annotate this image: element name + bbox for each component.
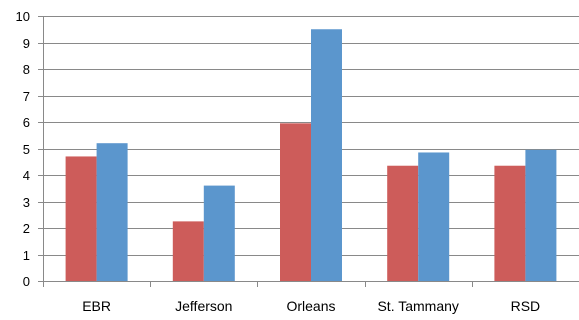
bar-rsd-series-2 xyxy=(525,150,556,281)
y-tick-label: 7 xyxy=(23,89,30,104)
y-tick-label: 0 xyxy=(23,274,30,289)
x-category-label: RSD xyxy=(511,298,541,314)
y-tick-label: 4 xyxy=(23,168,30,183)
bar-jefferson-series-1 xyxy=(173,221,204,281)
x-category-label: Orleans xyxy=(286,298,335,314)
bar-rsd-series-1 xyxy=(494,166,525,281)
bar-st-tammany-series-1 xyxy=(387,166,418,281)
y-tick-label: 3 xyxy=(23,195,30,210)
x-category-label: EBR xyxy=(82,298,111,314)
y-axis-tick-labels: 0 1 2 3 4 5 6 7 8 9 10 xyxy=(16,9,30,289)
bar-ebr-series-1 xyxy=(66,156,97,281)
y-tick-label: 10 xyxy=(16,9,30,24)
bar-orleans-series-2 xyxy=(311,29,342,281)
y-tick-label: 5 xyxy=(23,142,30,157)
y-tick-label: 9 xyxy=(23,36,30,51)
y-tick-label: 8 xyxy=(23,62,30,77)
x-axis-category-labels: EBR Jefferson Orleans St. Tammany RSD xyxy=(82,298,540,314)
y-tick-label: 2 xyxy=(23,221,30,236)
y-tick-label: 1 xyxy=(23,248,30,263)
x-category-label: St. Tammany xyxy=(377,298,458,314)
bar-orleans-series-1 xyxy=(280,123,311,281)
bar-ebr-series-2 xyxy=(97,143,128,281)
bar-jefferson-series-2 xyxy=(204,186,235,281)
bar-st-tammany-series-2 xyxy=(418,152,449,281)
y-tick-label: 6 xyxy=(23,115,30,130)
bars xyxy=(66,29,557,281)
x-category-label: Jefferson xyxy=(175,298,232,314)
